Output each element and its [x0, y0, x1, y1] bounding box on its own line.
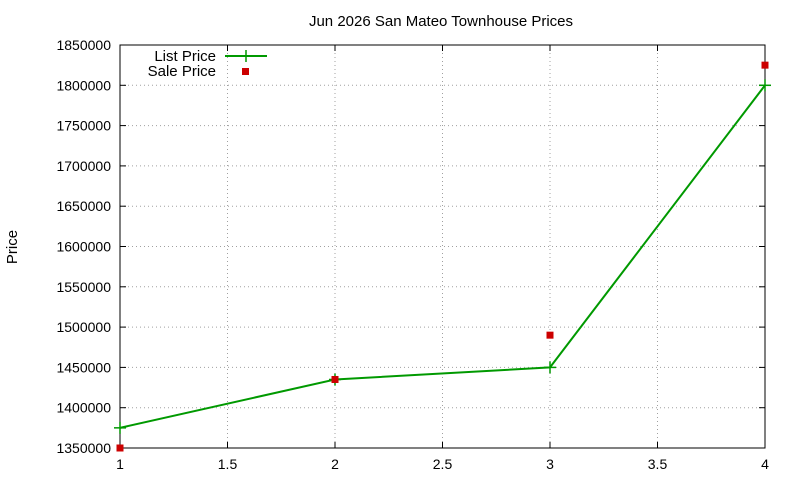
x-tick-label: 1 [116, 456, 124, 472]
data-point-sale-price [546, 331, 554, 339]
y-tick-label: 1700000 [56, 158, 111, 174]
axis-ticks: 1 1.5 2 2.5 3 3.5 4 1350000 1400000 1450000 150000… [56, 37, 769, 472]
series-list-price [114, 79, 771, 434]
data-point-sale-price [761, 61, 769, 69]
y-tick-label: 1550000 [56, 279, 111, 295]
x-tick-label: 4 [761, 456, 769, 472]
data-point-list-price [544, 361, 556, 374]
legend: List Price Sale Price [148, 48, 267, 80]
series [114, 61, 771, 452]
x-tick-label: 3.5 [648, 456, 668, 472]
y-tick-label: 1450000 [56, 359, 111, 375]
data-point-list-price [114, 421, 126, 434]
y-tick-label: 1650000 [56, 198, 111, 214]
y-tick-label: 1800000 [56, 77, 111, 93]
y-tick-label: 1600000 [56, 239, 111, 255]
data-point-sale-price [116, 444, 124, 452]
legend-marker-sale-price [242, 68, 249, 75]
legend-marker-list-price [240, 50, 252, 62]
y-tick-label: 1350000 [56, 440, 111, 456]
grid [120, 45, 765, 448]
legend-label-list-price: List Price [154, 48, 216, 65]
y-tick-label: 1750000 [56, 118, 111, 134]
data-point-sale-price [331, 375, 339, 383]
data-point-list-price [759, 79, 771, 92]
y-tick-label: 1400000 [56, 400, 111, 416]
series-line-list-price [119, 84, 766, 429]
chart-title: Jun 2026 San Mateo Townhouse Prices [309, 13, 573, 30]
x-tick-label: 2.5 [433, 456, 453, 472]
y-tick-label: 1500000 [56, 319, 111, 335]
x-tick-label: 2 [331, 456, 339, 472]
y-axis-label: Price [4, 230, 21, 264]
legend-label-sale-price: Sale Price [148, 63, 216, 80]
series-sale-price [116, 61, 769, 452]
x-tick-label: 3 [546, 456, 554, 472]
x-tick-label: 1.5 [218, 456, 238, 472]
y-tick-label: 1850000 [56, 37, 111, 53]
